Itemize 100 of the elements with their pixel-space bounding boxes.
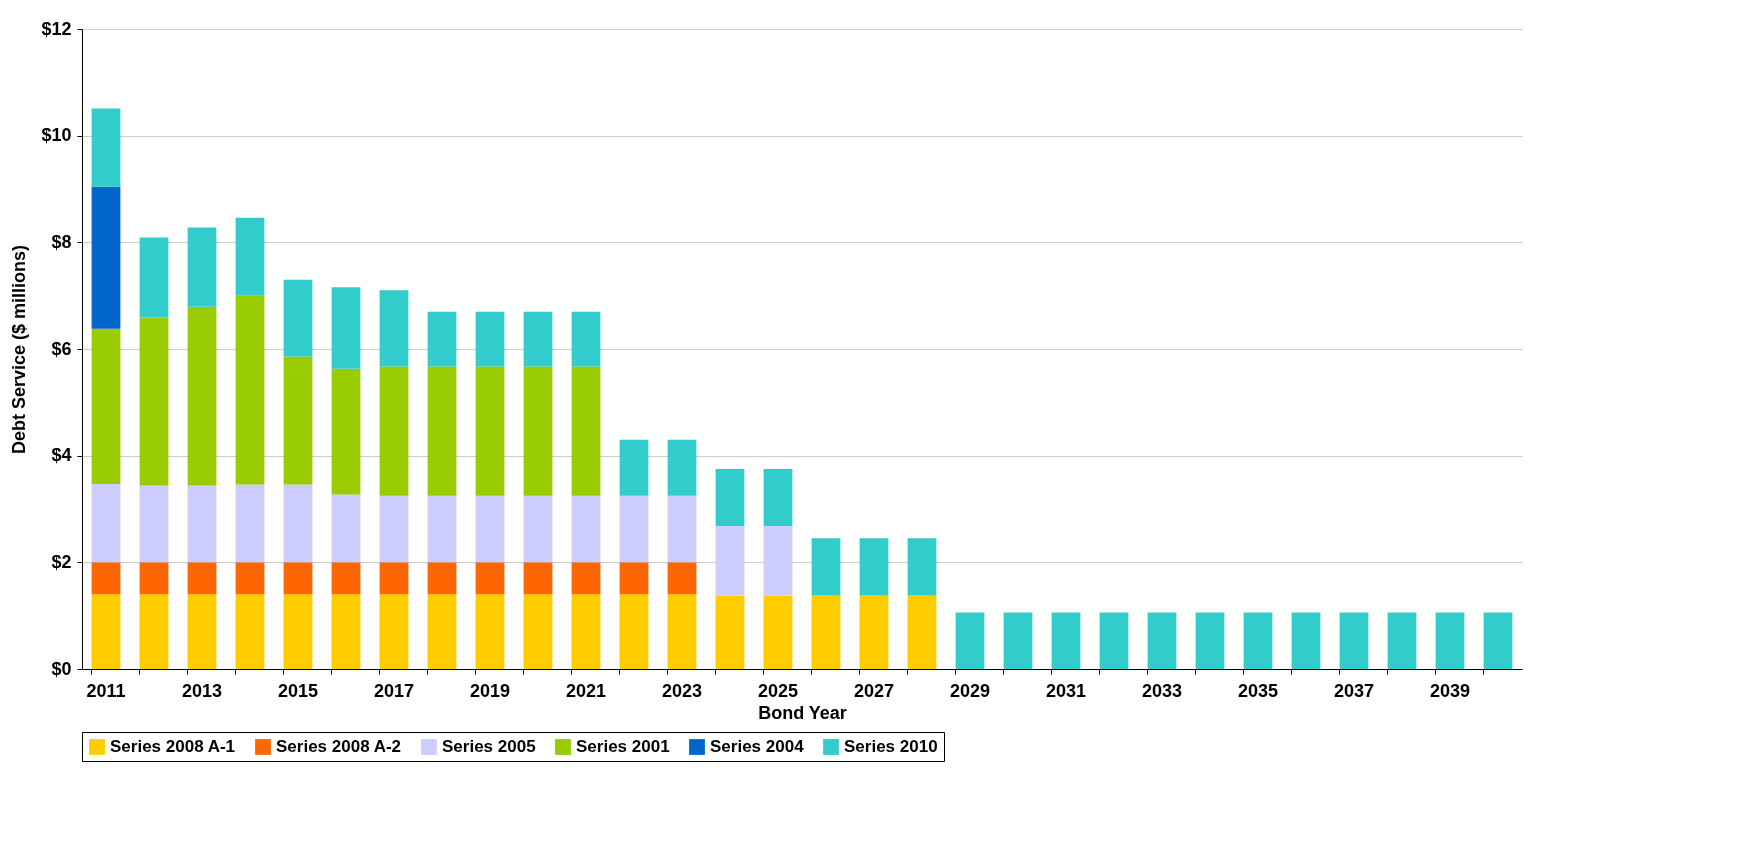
y-tick-label: $2 <box>51 551 72 572</box>
bar <box>427 366 457 496</box>
bar <box>475 594 505 669</box>
x-tick-label: 2015 <box>277 680 319 701</box>
bar <box>331 368 361 495</box>
bar <box>475 495 505 563</box>
x-tick-label: 2031 <box>1045 680 1087 701</box>
bar <box>91 108 121 187</box>
x-axis-title: Bond Year <box>758 702 847 723</box>
bar <box>523 366 553 496</box>
bar <box>571 366 601 496</box>
bar <box>523 562 553 595</box>
bar <box>235 217 265 296</box>
bar <box>571 594 601 669</box>
bar <box>667 495 697 563</box>
x-tick-label: 2029 <box>949 680 991 701</box>
bar <box>187 227 217 307</box>
bar <box>715 526 745 596</box>
bar <box>283 356 313 485</box>
bar <box>427 495 457 563</box>
bar <box>763 526 793 596</box>
bar <box>91 594 121 669</box>
bar <box>667 439 697 496</box>
bar <box>1483 612 1513 669</box>
bar <box>715 595 745 669</box>
bar <box>235 484 265 563</box>
legend-label: Series 2001 <box>576 737 670 756</box>
bar <box>763 595 793 669</box>
bar <box>331 594 361 669</box>
legend-label: Series 2010 <box>844 737 938 756</box>
bar <box>91 562 121 595</box>
x-tick-label: 2037 <box>1333 680 1375 701</box>
x-tick-label: 2011 <box>86 680 126 701</box>
bar <box>475 366 505 496</box>
bar <box>331 562 361 595</box>
bar <box>619 594 649 669</box>
bar <box>1243 612 1273 669</box>
y-tick-label: $0 <box>51 658 72 679</box>
bar <box>331 494 361 563</box>
bar <box>91 483 121 563</box>
bar <box>571 311 601 367</box>
x-tick-label: 2025 <box>757 680 799 701</box>
bar <box>523 594 553 669</box>
x-tick-label: 2013 <box>181 680 223 701</box>
bar <box>91 186 121 329</box>
bar <box>859 595 889 669</box>
y-tick-label: $12 <box>41 18 72 39</box>
bar <box>379 495 409 563</box>
legend-label: Series 2008 A-1 <box>110 737 236 756</box>
bar <box>619 562 649 595</box>
x-tick-label: 2035 <box>1237 680 1279 701</box>
bar <box>955 612 985 669</box>
bar <box>1387 612 1417 669</box>
y-tick-label: $6 <box>51 338 72 359</box>
y-tick-label: $8 <box>51 231 72 252</box>
bar <box>1195 612 1225 669</box>
bar <box>523 495 553 563</box>
bar <box>523 311 553 367</box>
bar <box>379 290 409 367</box>
bar <box>187 562 217 595</box>
bar <box>811 595 841 669</box>
bar <box>1051 612 1081 669</box>
bar <box>667 562 697 595</box>
bar <box>187 485 217 563</box>
bar <box>763 469 793 527</box>
bar <box>715 469 745 527</box>
bar <box>283 279 313 357</box>
bar <box>907 595 937 669</box>
bar <box>1147 612 1177 669</box>
bar <box>283 484 313 563</box>
bar <box>235 594 265 669</box>
x-tick-label: 2017 <box>373 680 415 701</box>
bar <box>187 306 217 486</box>
bar <box>907 538 937 596</box>
bar <box>379 594 409 669</box>
bar <box>139 594 169 669</box>
bar <box>1435 612 1465 669</box>
bar <box>1339 612 1369 669</box>
bar <box>139 317 169 486</box>
bar <box>139 237 169 318</box>
bar <box>667 594 697 669</box>
x-tick-label: 2021 <box>565 680 607 701</box>
bar <box>283 594 313 669</box>
bar <box>427 311 457 367</box>
bar <box>619 495 649 563</box>
bar <box>235 562 265 595</box>
x-tick-label: 2023 <box>661 680 703 701</box>
bar <box>427 594 457 669</box>
bar <box>139 562 169 595</box>
legend-label: Series 2008 A-2 <box>276 737 402 756</box>
bar <box>379 562 409 595</box>
bar <box>475 311 505 367</box>
bar <box>187 594 217 669</box>
bar <box>331 287 361 369</box>
bar <box>1291 612 1321 669</box>
bar <box>859 538 889 596</box>
bar <box>571 495 601 563</box>
bar <box>571 562 601 595</box>
y-tick-label: $4 <box>51 445 72 466</box>
bar <box>475 562 505 595</box>
